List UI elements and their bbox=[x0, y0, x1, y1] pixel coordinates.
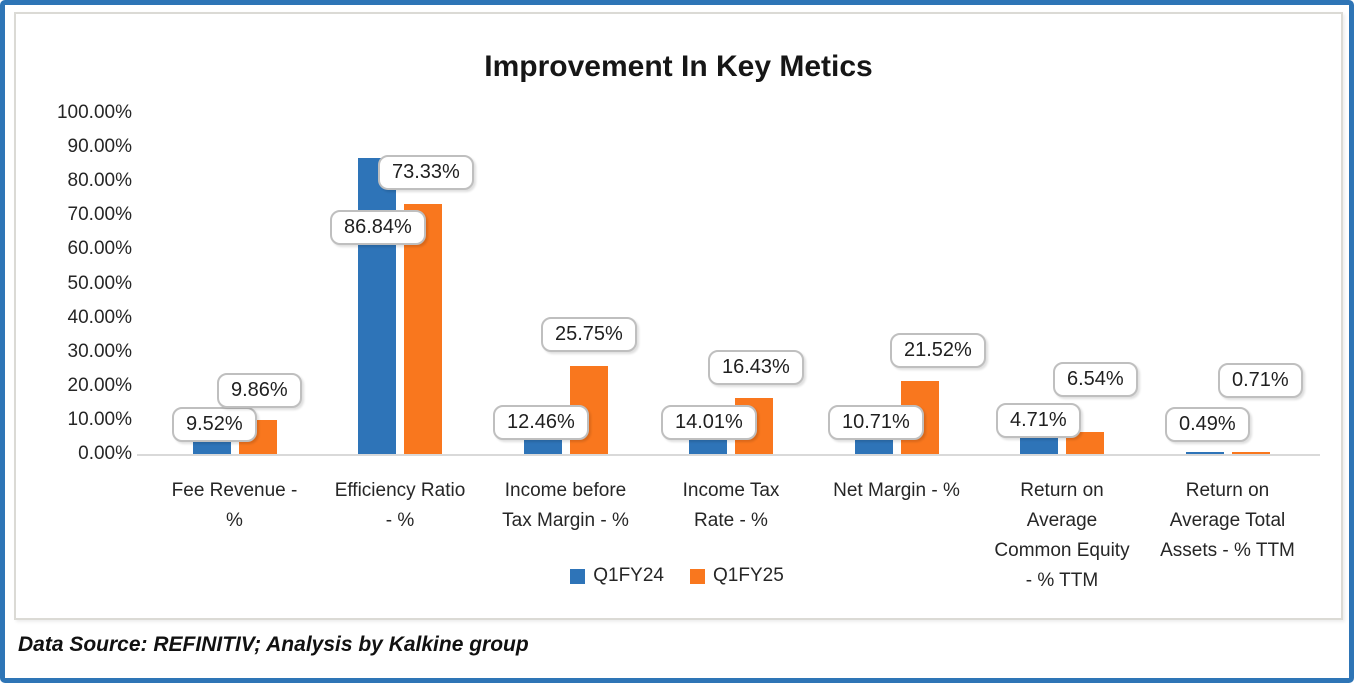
data-label-callout: 9.52% bbox=[172, 407, 257, 442]
x-axis-category-label: Return on Average Common Equity - % TTM bbox=[994, 480, 1130, 591]
legend-item-q1fy25: Q1FY25 bbox=[690, 565, 784, 587]
data-label-callout: 21.52% bbox=[890, 333, 986, 368]
data-label-callout: 14.01% bbox=[661, 405, 757, 440]
legend-label: Q1FY25 bbox=[713, 565, 784, 586]
x-axis-category-label: Fee Revenue - % bbox=[171, 480, 298, 531]
x-axis-category-label: Income before Tax Margin - % bbox=[502, 480, 629, 531]
y-axis-tick-label: 50.00% bbox=[67, 272, 132, 294]
chart-legend: Q1FY24 Q1FY25 bbox=[0, 565, 1354, 587]
bar-q1fy25 bbox=[1066, 432, 1104, 454]
legend-item-q1fy24: Q1FY24 bbox=[570, 565, 664, 587]
x-axis-line bbox=[137, 454, 1320, 456]
chart-title: Improvement In Key Metics bbox=[484, 50, 873, 83]
legend-swatch-q1fy24 bbox=[570, 568, 586, 584]
bar-q1fy24 bbox=[358, 158, 396, 454]
y-axis-tick-label: 0.00% bbox=[78, 443, 132, 464]
data-label-callout: 10.71% bbox=[828, 405, 924, 440]
data-label-callout: 86.84% bbox=[330, 210, 426, 245]
x-axis-category-label: Return on Average Total Assets - % TTM bbox=[1160, 480, 1295, 561]
bar-q1fy24 bbox=[1020, 438, 1058, 454]
data-label-callout: 4.71% bbox=[996, 403, 1081, 438]
y-axis-tick-label: 60.00% bbox=[67, 238, 132, 260]
y-axis-tick-label: 10.00% bbox=[67, 408, 132, 430]
legend-label: Q1FY24 bbox=[593, 565, 664, 586]
x-axis-category-label: Net Margin - % bbox=[833, 480, 960, 501]
data-label-callout: 25.75% bbox=[541, 317, 637, 352]
y-axis-tick-label: 30.00% bbox=[67, 340, 132, 362]
data-label-callout: 12.46% bbox=[493, 405, 589, 440]
bar-q1fy25 bbox=[404, 204, 442, 454]
data-label-callout: 0.49% bbox=[1165, 407, 1250, 442]
y-axis-tick-label: 100.00% bbox=[56, 102, 132, 123]
data-label-callout: 6.54% bbox=[1053, 362, 1138, 397]
x-axis-category-label: Income Tax Rate - % bbox=[682, 480, 780, 531]
data-label-callout: 9.86% bbox=[217, 373, 302, 408]
data-label-callout: 0.71% bbox=[1218, 363, 1303, 398]
y-axis-tick-label: 70.00% bbox=[67, 204, 132, 226]
data-label-callout: 73.33% bbox=[378, 155, 474, 190]
data-source-note: Data Source: REFINITIV; Analysis by Kalk… bbox=[18, 633, 529, 656]
data-label-callout: 16.43% bbox=[708, 350, 804, 385]
bar-q1fy24 bbox=[1185, 452, 1224, 454]
y-axis-tick-label: 90.00% bbox=[67, 136, 132, 158]
chart-container: Improvement In Key Metics bbox=[14, 12, 1343, 620]
y-axis-tick-label: 20.00% bbox=[67, 374, 132, 396]
y-axis-tick-label: 40.00% bbox=[67, 306, 132, 328]
x-axis-category-label: Efficiency Ratio - % bbox=[334, 480, 466, 531]
y-axis-tick-label: 80.00% bbox=[67, 170, 132, 192]
legend-swatch-q1fy25 bbox=[690, 568, 705, 584]
bar-q1fy25 bbox=[1231, 452, 1270, 454]
